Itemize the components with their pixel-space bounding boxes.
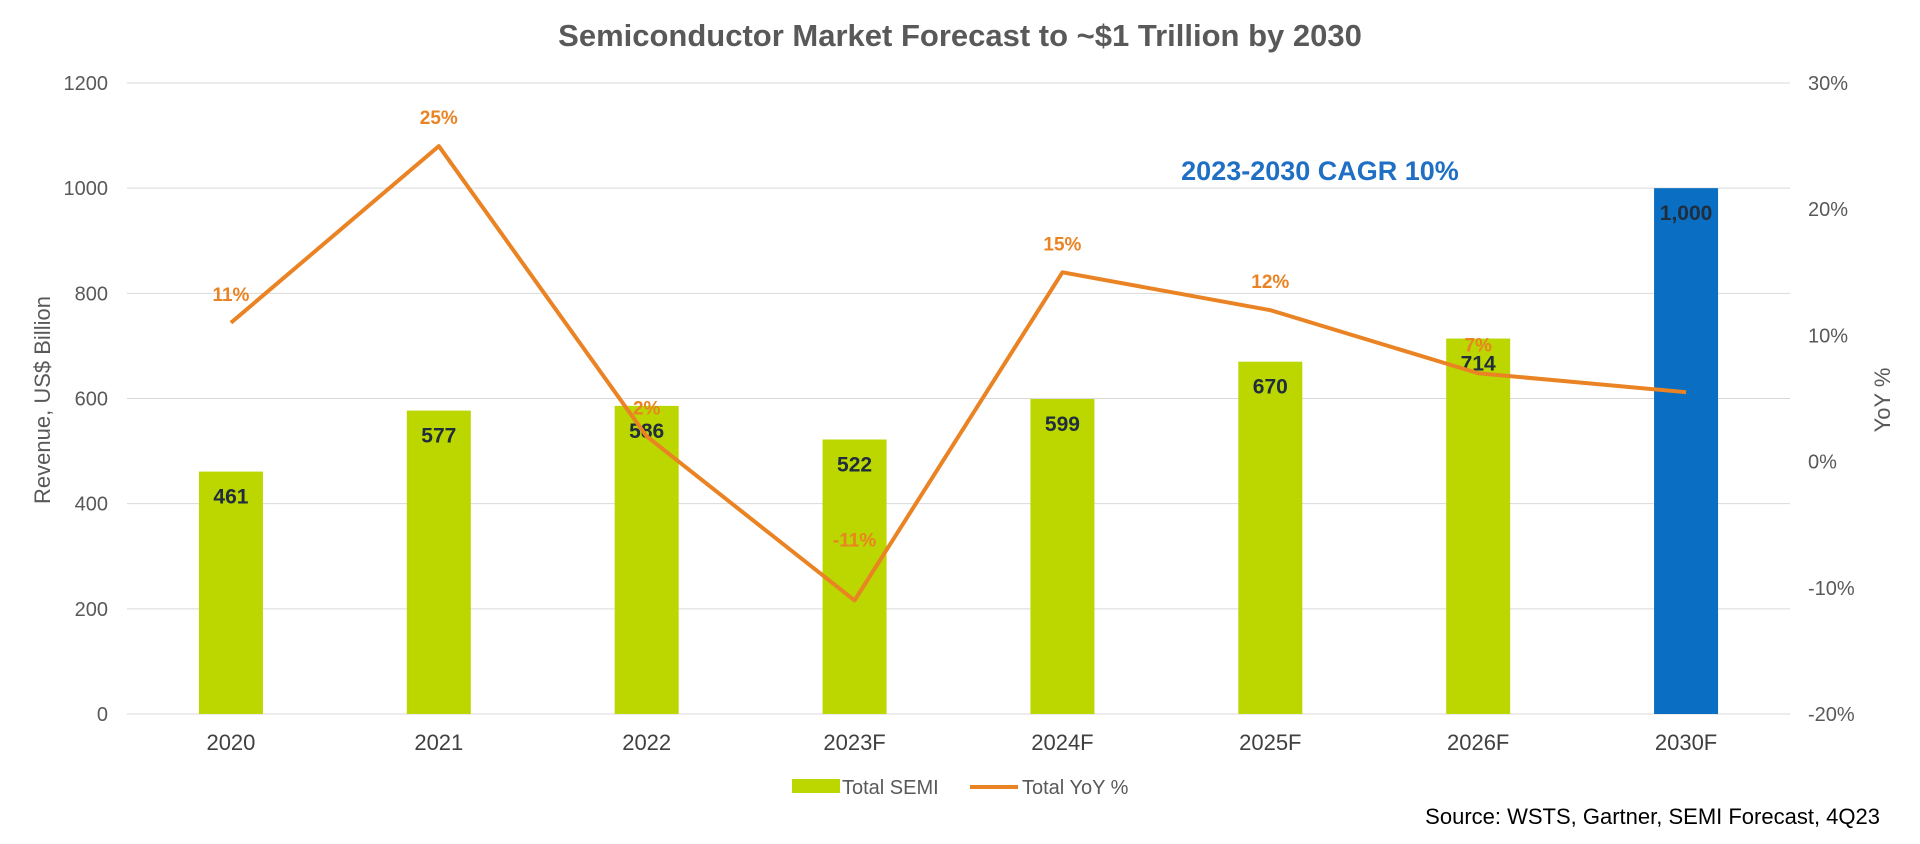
left-axis-ticks: 0 200 400 600 800 1000 1200	[64, 73, 109, 726]
yoy-value-label: 25%	[420, 108, 458, 129]
category-label: 2023F	[823, 730, 885, 755]
category-label: 2020	[206, 730, 255, 755]
category-label: 2025F	[1239, 730, 1301, 755]
bar-2024F	[1030, 399, 1095, 714]
category-label: 2026F	[1447, 730, 1509, 755]
category-label: 2021	[414, 730, 463, 755]
legend: Total SEMI Total YoY %	[792, 777, 1129, 799]
yoy-line	[229, 144, 1687, 603]
y-tick-label: 200	[75, 599, 108, 621]
bar-value-label: 670	[1253, 376, 1288, 399]
bar-2021	[406, 410, 471, 714]
y-axis-title: Revenue, US$ Billion	[30, 296, 55, 504]
right-axis-ticks: -20% -10% 0% 10% 20% 30%	[1808, 73, 1855, 726]
yoy-value-label: 15%	[1043, 234, 1081, 255]
yoy-value-label: 7%	[1464, 335, 1492, 356]
bar-2023F	[822, 439, 887, 714]
y-tick-label: 800	[75, 283, 108, 305]
line-labels: 11% 25% 2% -11% 15% 12% 7%	[212, 108, 1492, 551]
y-tick-label: 0	[97, 704, 108, 726]
bar-value-label: 1,000	[1660, 202, 1713, 225]
category-labels: 2020 2021 2022 2023F 2024F 2025F 2026F 2030F	[206, 730, 1717, 755]
y2-tick-label: -10%	[1808, 578, 1855, 600]
bar-value-label: 586	[629, 420, 664, 443]
y2-tick-label: 10%	[1808, 325, 1848, 347]
y2-tick-label: 20%	[1808, 199, 1848, 221]
bar-value-label: 522	[837, 454, 872, 477]
legend-swatch-total-semi	[792, 779, 840, 793]
yoy-value-label: 2%	[633, 398, 661, 419]
category-label: 2022	[622, 730, 671, 755]
y2-tick-label: 0%	[1808, 452, 1837, 474]
bar-2025F	[1238, 361, 1303, 714]
yoy-value-label: -11%	[833, 530, 876, 551]
y2-tick-label: 30%	[1808, 73, 1848, 95]
bar-2020	[198, 471, 263, 714]
yoy-value-label: 11%	[212, 285, 249, 306]
line-series	[229, 144, 1687, 603]
bar-series	[198, 188, 1719, 714]
legend-label-total-yoy: Total YoY %	[1022, 777, 1129, 799]
y2-tick-label: -20%	[1808, 704, 1855, 726]
bar-value-label: 577	[421, 425, 456, 448]
bar-value-label: 461	[213, 486, 248, 509]
category-label: 2024F	[1031, 730, 1093, 755]
cagr-annotation: 2023-2030 CAGR 10%	[1181, 156, 1459, 186]
gridlines	[127, 82, 1790, 715]
y-tick-label: 1200	[64, 73, 109, 95]
y-tick-label: 1000	[64, 178, 109, 200]
y2-axis-title: YoY %	[1870, 368, 1895, 433]
bar-value-label: 599	[1045, 413, 1080, 436]
source-note: Source: WSTS, Gartner, SEMI Forecast, 4Q…	[1425, 804, 1880, 829]
bar-2026F	[1446, 338, 1511, 714]
legend-label-total-semi: Total SEMI	[842, 777, 939, 799]
bar-2030F	[1654, 188, 1719, 714]
y-tick-label: 600	[75, 389, 108, 411]
yoy-value-label: 12%	[1251, 272, 1289, 293]
category-label: 2030F	[1655, 730, 1717, 755]
bar-2022	[614, 405, 679, 714]
chart-title: Semiconductor Market Forecast to ~$1 Tri…	[558, 18, 1362, 53]
y-tick-label: 400	[75, 494, 108, 516]
